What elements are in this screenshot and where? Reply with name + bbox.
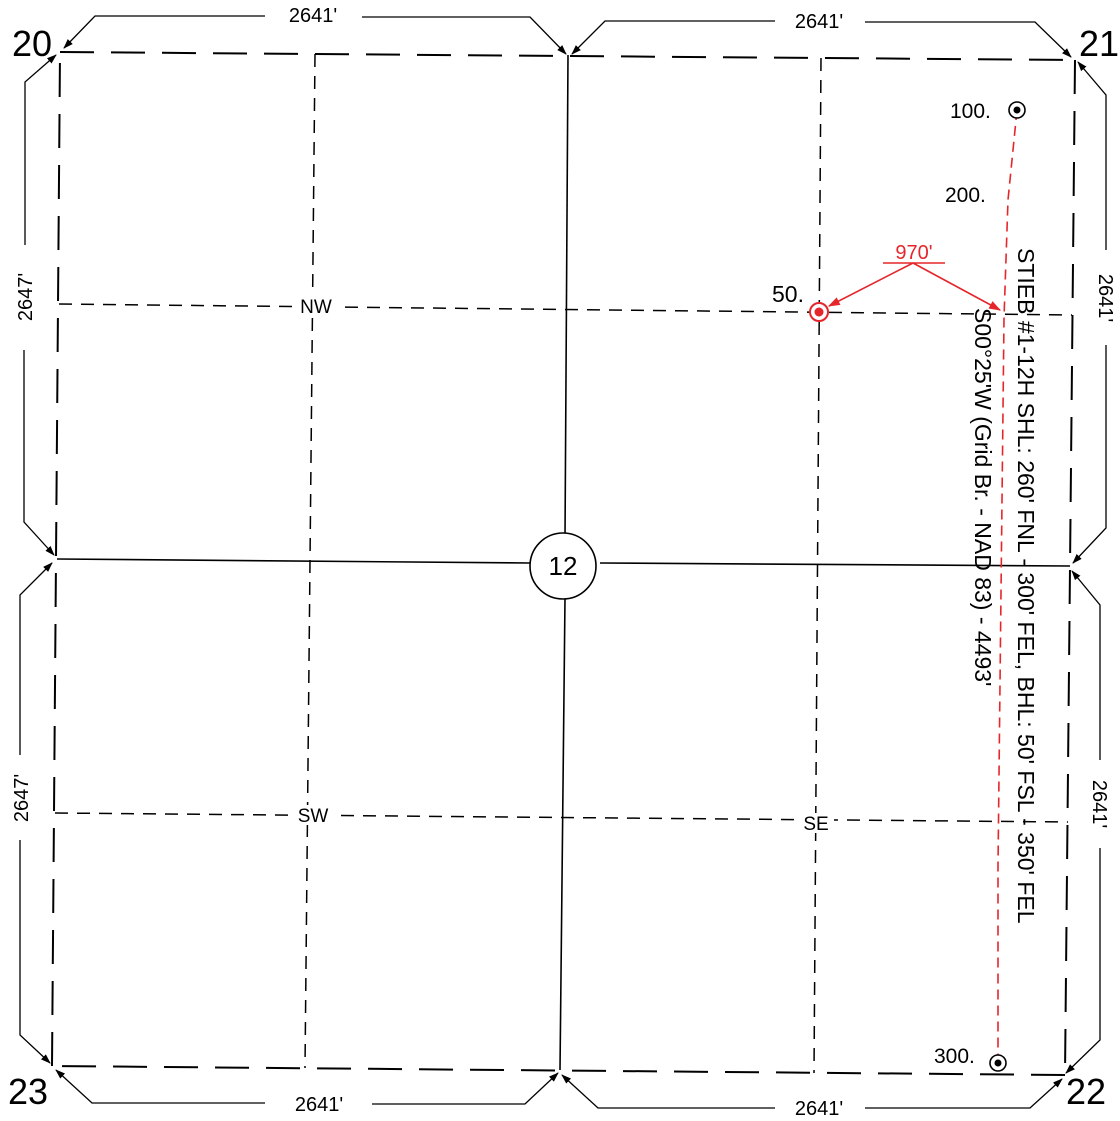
quarter-label-sw: SW [298, 806, 329, 827]
depth-label-300: 300. [934, 1045, 975, 1068]
offset-arrow-left [827, 262, 914, 307]
dim-line-bottom-right-a [561, 1074, 775, 1109]
section-number-circle [529, 532, 597, 600]
section-boundary [51, 51, 1076, 1076]
dimension-lines [19, 15, 1107, 1109]
dim-line-right-lower-a [1071, 570, 1101, 760]
section-number: 12 [549, 551, 578, 581]
north-south-center-line [559, 597, 566, 1071]
dim-line-top-left-b [362, 16, 567, 55]
nw-label-bg [292, 296, 340, 316]
quarter-line-west-vertical [304, 53, 316, 1069]
south-boundary [51, 1065, 1066, 1076]
dim-label-right-upper: 2641' [1094, 274, 1116, 322]
corner-section-23: 23 [8, 1071, 48, 1112]
dim-label-bottom-left: 2641' [295, 1094, 343, 1116]
east-west-center-line [599, 562, 1071, 567]
depth-marker-100-dot [1013, 106, 1021, 114]
dim-label-bottom-right: 2641' [795, 1098, 843, 1120]
well-path [997, 109, 1018, 1063]
depth-marker-300: 300. [934, 1045, 1007, 1072]
offset-point-dot [814, 307, 824, 317]
depth-marker-100: 100. [950, 100, 1026, 123]
quarter-line-south-horizontal [54, 812, 1069, 823]
dim-label-right-lower: 2641' [1088, 780, 1110, 828]
quarter-line-north-horizontal [58, 303, 1073, 316]
well-bearing: S00°25'W (Grid Br. - NAD 83) - 4493' [970, 308, 996, 686]
dim-line-bottom-left-b [372, 1072, 559, 1105]
dim-label-left-lower: 2647' [11, 774, 33, 822]
depth-marker-300-dot [994, 1059, 1002, 1067]
corner-section-22: 22 [1066, 1071, 1106, 1112]
sw-label-bg [290, 805, 336, 825]
corner-section-20: 20 [12, 23, 52, 64]
dim-line-right-upper-a [1077, 61, 1107, 250]
dim-line-top-right-a [571, 20, 775, 55]
west-boundary [51, 51, 61, 1067]
north-south-center-line [564, 54, 569, 538]
dim-line-right-lower-b [1065, 848, 1101, 1074]
quarter-quarter-lines [54, 53, 1073, 1074]
depth-label-100: 100. [950, 100, 991, 123]
dim-label-top-left: 2641' [289, 5, 337, 27]
dim-line-left-upper-a [24, 54, 57, 245]
depth-label-200: 200. [945, 184, 986, 207]
quarter-label-nw: NW [300, 297, 332, 318]
dim-label-top-right: 2641' [795, 11, 843, 33]
offset-distance-label: 970' [895, 242, 932, 264]
dim-line-right-upper-b [1072, 345, 1107, 564]
dim-line-left-lower-a [19, 562, 53, 755]
quarter-label-se: SE [803, 814, 828, 835]
offset-arrow-right [912, 262, 1002, 311]
dim-line-top-left-a [63, 15, 265, 49]
quarter-line-east-vertical [813, 57, 822, 1074]
dim-line-left-upper-b [23, 350, 55, 556]
center-lines [56, 54, 1071, 1071]
well-description: STIEB #1-12H SHL: 260' FNL - 300' FEL, B… [1013, 248, 1039, 924]
offset-point-label: 50. [772, 281, 804, 307]
corner-section-21: 21 [1079, 23, 1119, 64]
section-number-marker: 12 [529, 532, 597, 600]
dim-line-bottom-right-b [865, 1078, 1063, 1109]
dim-line-bottom-left-a [55, 1069, 265, 1104]
east-boundary [1064, 59, 1076, 1076]
dim-line-left-lower-b [19, 840, 51, 1064]
dim-line-top-right-b [865, 21, 1072, 58]
se-label-bg [798, 813, 834, 833]
dim-label-left-upper: 2647' [15, 273, 37, 321]
north-boundary [59, 51, 1076, 61]
east-west-center-line [56, 558, 531, 564]
offset-point: 50. [772, 281, 829, 322]
